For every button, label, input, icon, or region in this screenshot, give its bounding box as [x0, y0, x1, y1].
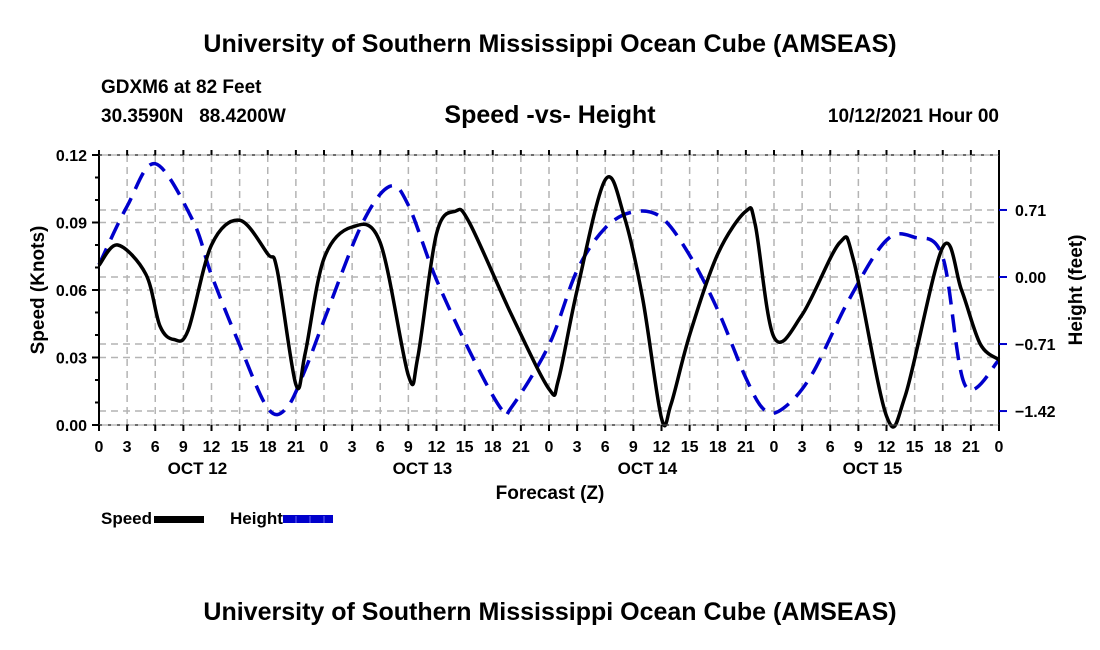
x-tick-label: 6	[376, 439, 385, 456]
x-tick-label: 6	[826, 439, 835, 456]
x-day-label: OCT 14	[618, 459, 678, 478]
y-tick-label: 0.03	[56, 351, 87, 368]
x-tick-label: 3	[798, 439, 807, 456]
axes-layer	[92, 150, 1007, 431]
y-tick-label: 0.00	[56, 418, 87, 435]
x-tick-label: 6	[601, 439, 610, 456]
y-axis-title: Speed (Knots)	[28, 226, 49, 355]
main-title: University of Southern Mississippi Ocean…	[203, 30, 897, 58]
axis-labels: 0 3 6 9 12 15 18 21 0 3 6 9 12 15 18 21 0 3 6 9 12 15 18 21 0 3 6 9…	[28, 148, 1087, 478]
x-tick-label: 3	[573, 439, 582, 456]
x-tick-label: 21	[962, 439, 980, 456]
x-tick-label: 9	[404, 439, 413, 456]
x-tick-label: 18	[484, 439, 502, 456]
x-axis-title: Forecast (Z)	[495, 483, 605, 504]
legend-speed-swatch	[154, 515, 205, 523]
y-tick-label: 0.12	[56, 148, 87, 165]
x-tick-label: 9	[854, 439, 863, 456]
speed-series-line	[97, 175, 1001, 429]
bottom-title: University of Southern Mississippi Ocean…	[203, 598, 897, 626]
x-day-label: OCT 13	[393, 459, 453, 478]
legend-height-swatch	[282, 515, 333, 523]
x-tick-label: 18	[259, 439, 277, 456]
x-tick-label: 6	[151, 439, 160, 456]
y-tick-label: 0.06	[56, 283, 87, 300]
forecast-date-label: 10/12/2021 Hour 00	[827, 106, 999, 127]
legend-height: Height	[230, 509, 333, 529]
x-tick-label: 15	[681, 439, 699, 456]
coordinates-label: 30.3590N 88.4200W	[101, 106, 286, 127]
x-tick-label: 18	[934, 439, 952, 456]
x-tick-label: 15	[906, 439, 924, 456]
y-tick-label: 0.09	[56, 216, 87, 233]
x-tick-label: 15	[456, 439, 474, 456]
x-tick-label: 12	[653, 439, 671, 456]
x-tick-label: 0	[995, 439, 1004, 456]
y2-tick-label: 0.71	[1015, 203, 1046, 220]
series-layer	[97, 161, 1001, 429]
x-day-label: OCT 15	[843, 459, 903, 478]
y2-tick-label: −0.71	[1015, 337, 1056, 354]
chart-title: Speed -vs- Height	[444, 101, 656, 129]
x-tick-label: 9	[179, 439, 188, 456]
x-tick-label: 9	[629, 439, 638, 456]
legend-height-label: Height	[230, 509, 283, 528]
x-tick-label: 21	[737, 439, 755, 456]
x-tick-label: 12	[203, 439, 221, 456]
x-tick-label: 0	[95, 439, 104, 456]
x-tick-label: 21	[512, 439, 530, 456]
grid-lines	[99, 155, 999, 425]
y2-tick-label: −1.42	[1015, 404, 1056, 421]
x-tick-label: 18	[709, 439, 727, 456]
x-tick-label: 0	[320, 439, 329, 456]
y2-axis-title: Height (feet)	[1066, 235, 1087, 346]
y2-tick-label: 0.00	[1015, 270, 1046, 287]
x-tick-label: 21	[287, 439, 305, 456]
x-day-label: OCT 12	[168, 459, 228, 478]
x-tick-label: 0	[770, 439, 779, 456]
x-tick-label: 12	[878, 439, 896, 456]
x-tick-label: 15	[231, 439, 249, 456]
x-tick-label: 3	[348, 439, 357, 456]
x-tick-label: 0	[545, 439, 554, 456]
x-tick-label: 12	[428, 439, 446, 456]
station-label: GDXM6 at 82 Feet	[101, 77, 262, 98]
height-series-line	[97, 161, 1001, 418]
legend-speed: Speed	[101, 509, 205, 529]
x-tick-label: 3	[123, 439, 132, 456]
legend-speed-label: Speed	[101, 509, 153, 528]
